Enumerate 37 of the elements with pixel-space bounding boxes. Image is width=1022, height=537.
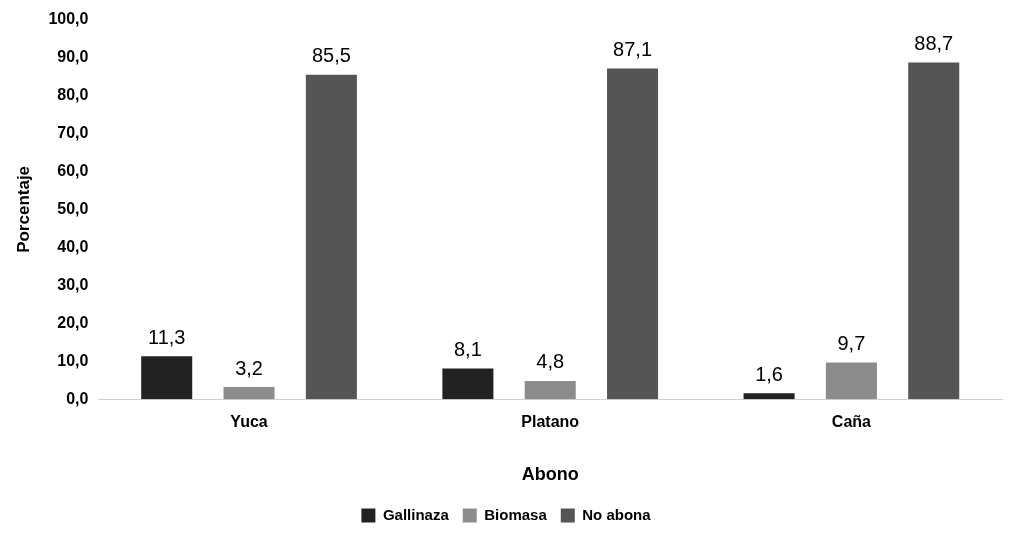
y-tick-label: 20,0 — [57, 313, 89, 331]
data-label: 4,8 — [536, 350, 565, 373]
data-label: 11,3 — [147, 325, 186, 348]
data-label: 85,5 — [311, 44, 351, 67]
legend-label: Biomasa — [484, 505, 548, 523]
bar — [908, 62, 960, 400]
data-label: 87,1 — [613, 38, 653, 61]
data-label: 88,7 — [914, 32, 954, 55]
legend-label: No abona — [582, 505, 652, 523]
data-label: 8,1 — [453, 337, 482, 360]
x-tick-label: Caña — [831, 413, 872, 431]
data-label: 1,6 — [755, 362, 783, 385]
bar — [607, 68, 659, 400]
y-tick-label: 90,0 — [57, 47, 89, 65]
bar — [442, 368, 494, 400]
x-axis-title: Abono — [521, 464, 579, 485]
bar — [141, 356, 193, 400]
y-tick-label: 80,0 — [57, 85, 89, 103]
y-tick-label: 40,0 — [57, 237, 89, 255]
y-axis-title: Porcentaje — [13, 165, 33, 253]
legend-label: Gallinaza — [382, 505, 450, 523]
y-tick-label: 50,0 — [57, 199, 89, 217]
data-label: 3,2 — [235, 356, 263, 379]
bar — [825, 362, 877, 400]
y-tick-label: 30,0 — [57, 275, 89, 293]
y-tick-label: 100,0 — [48, 10, 89, 28]
bar — [524, 380, 576, 400]
y-tick-label: 70,0 — [57, 123, 89, 141]
bar — [305, 74, 357, 400]
x-tick-label: Yuca — [230, 413, 268, 431]
bar — [223, 387, 275, 400]
data-label: 9,7 — [837, 331, 866, 354]
y-tick-label: 0,0 — [66, 389, 89, 407]
y-tick-label: 60,0 — [57, 161, 89, 179]
x-tick-label: Platano — [521, 413, 580, 431]
bar — [743, 393, 795, 400]
y-tick-label: 10,0 — [57, 351, 89, 369]
